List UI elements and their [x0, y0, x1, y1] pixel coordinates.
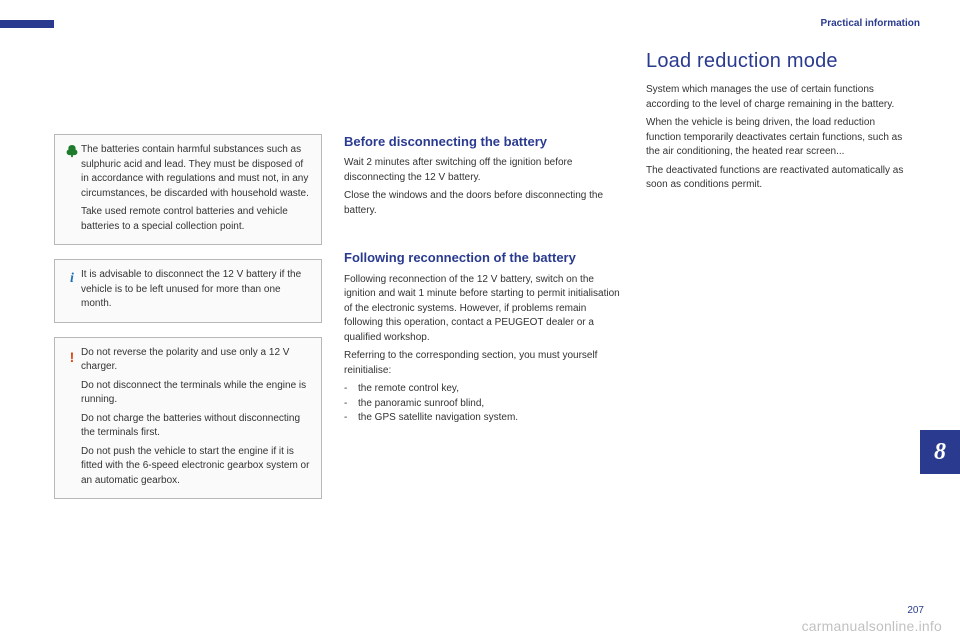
before-disconnect-title: Before disconnecting the battery: [344, 134, 624, 150]
after-reconnect-list: -the remote control key, -the panoramic …: [344, 382, 624, 426]
after-reconnect-title: Following reconnection of the battery: [344, 250, 624, 266]
header-section-label: Practical information: [821, 18, 920, 29]
list-item-text: the remote control key,: [358, 382, 459, 397]
watermark-text: carmanualsonline.info: [802, 618, 942, 634]
dash-icon: -: [344, 411, 358, 426]
warning-note-p2: Do not disconnect the terminals while th…: [81, 379, 311, 408]
info-note-body: It is advisable to disconnect the 12 V b…: [81, 268, 311, 312]
eco-note-box: The batteries contain harmful substances…: [54, 134, 322, 245]
eco-note-p1: The batteries contain harmful substances…: [81, 143, 311, 201]
column-left: The batteries contain harmful substances…: [54, 50, 322, 640]
after-reconnect-p1: Following reconnection of the 12 V batte…: [344, 273, 624, 346]
list-item: -the remote control key,: [344, 382, 624, 397]
info-icon: i: [63, 268, 81, 312]
warning-note-p1: Do not reverse the polarity and use only…: [81, 346, 311, 375]
dash-icon: -: [344, 382, 358, 397]
before-disconnect-p2: Close the windows and the doors before d…: [344, 189, 624, 218]
warning-icon: !: [63, 346, 81, 489]
warning-note-p3: Do not charge the batteries without disc…: [81, 412, 311, 441]
list-item-text: the panoramic sunroof blind,: [358, 397, 484, 412]
dash-icon: -: [344, 397, 358, 412]
page-number: 207: [907, 605, 924, 616]
section-before-disconnect: Before disconnecting the battery Wait 2 …: [344, 134, 624, 222]
chapter-number: 8: [934, 439, 946, 466]
section-after-reconnect: Following reconnection of the battery Fo…: [344, 250, 624, 425]
column-right: Load reduction mode System which manages…: [646, 50, 906, 640]
info-note-p1: It is advisable to disconnect the 12 V b…: [81, 268, 311, 312]
eco-note-p2: Take used remote control batteries and v…: [81, 205, 311, 234]
list-item: -the panoramic sunroof blind,: [344, 397, 624, 412]
chapter-tab: 8: [920, 430, 960, 474]
tree-icon: [63, 143, 81, 234]
load-reduction-title: Load reduction mode: [646, 50, 906, 73]
warning-note-p4: Do not push the vehicle to start the eng…: [81, 445, 311, 489]
warning-note-box: ! Do not reverse the polarity and use on…: [54, 337, 322, 500]
header-accent-bar: [0, 20, 54, 28]
list-item: -the GPS satellite navigation system.: [344, 411, 624, 426]
load-reduction-p2: When the vehicle is being driven, the lo…: [646, 116, 906, 160]
list-item-text: the GPS satellite navigation system.: [358, 411, 518, 426]
eco-note-body: The batteries contain harmful substances…: [81, 143, 311, 234]
info-note-box: i It is advisable to disconnect the 12 V…: [54, 259, 322, 323]
page-body: The batteries contain harmful substances…: [0, 50, 960, 640]
after-reconnect-p2: Referring to the corresponding section, …: [344, 349, 624, 378]
warning-note-body: Do not reverse the polarity and use only…: [81, 346, 311, 489]
load-reduction-p1: System which manages the use of certain …: [646, 83, 906, 112]
before-disconnect-p1: Wait 2 minutes after switching off the i…: [344, 156, 624, 185]
column-middle: Before disconnecting the battery Wait 2 …: [344, 50, 624, 640]
load-reduction-p3: The deactivated functions are reactivate…: [646, 164, 906, 193]
